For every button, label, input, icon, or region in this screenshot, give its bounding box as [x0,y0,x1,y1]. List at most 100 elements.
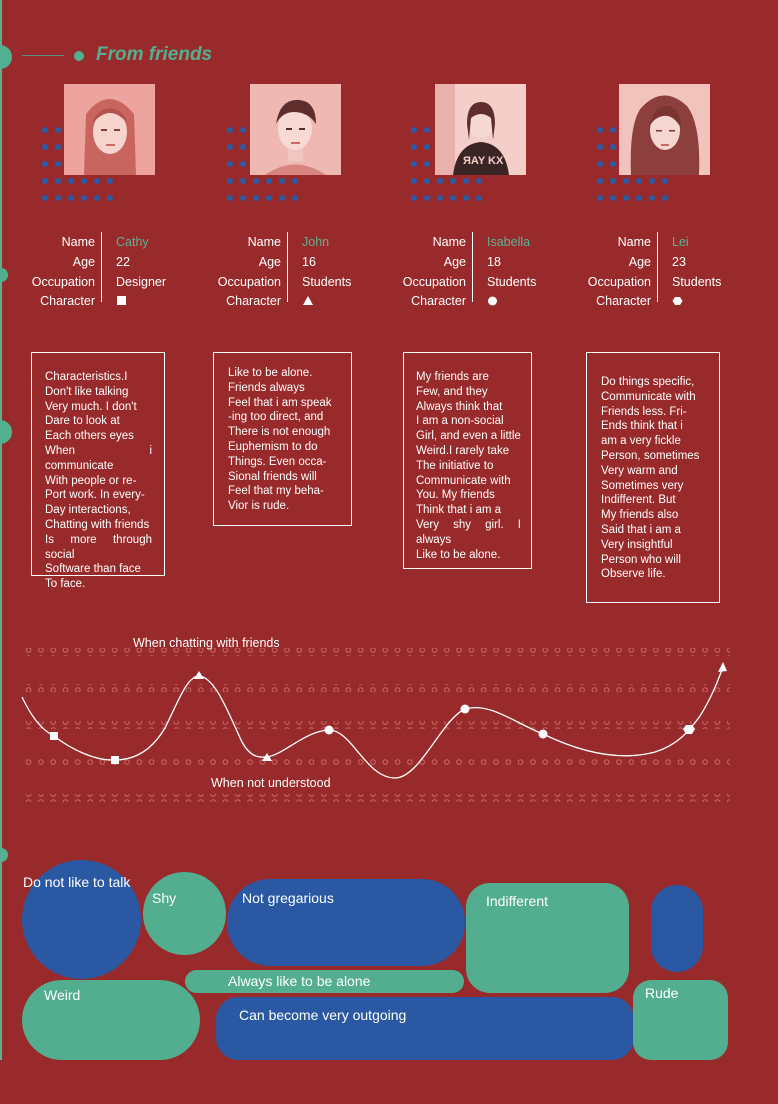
left-accent-line [0,0,2,1060]
trait-can-become-outgoing: Can become very outgoing [216,997,634,1060]
hexagon-marker [683,725,695,734]
description-line: Dare to look at [45,415,120,428]
friend-photo-john [250,84,341,175]
trait-label: Always like to be alone [228,973,371,989]
dot-grid [411,127,482,201]
friend-occupation: Designer [116,275,167,289]
svg-text:ЯAY KX: ЯAY KX [463,155,504,167]
description-line: The initiative to [416,459,494,472]
trait-shy: Shy [143,872,226,955]
trait-rude: Rude [633,980,728,1060]
dotted-guide [20,721,730,729]
description-line: Indifferent. But [601,494,676,507]
dotted-guide [20,648,730,656]
description-line: Day interactions, [45,504,131,517]
label-character: Character [596,294,651,308]
label-name: Name [61,235,95,249]
description-line: Like to be alone. [228,367,313,379]
description-line: Person who will [601,553,681,566]
description-line: Is more through social [45,533,152,561]
character-hexagon-icon [672,291,684,317]
description-line: Observe life. [601,568,666,581]
description-line: Said that i am a [601,523,681,536]
description-line: Things. Even occa- [228,455,327,468]
trait-label: Can become very outgoing [239,1007,407,1023]
description-line: There is not enough [228,426,331,439]
trait-label: Shy [152,890,177,906]
trait-always-alone: Always like to be alone [185,970,464,993]
label-occupation: Occupation [587,275,651,289]
description-line: Do things specific, [601,376,695,388]
description-line: Sometimes very [601,479,684,492]
friend-occupation: Students [672,275,722,289]
friend-occupation: Students [487,275,537,289]
description-line: am a very fickle [601,435,681,448]
chart-label-top: When chatting with friends [133,636,280,650]
profile-divider [657,232,658,302]
square-marker [50,732,58,740]
friend-photo-isabella: ЯAY KX [435,84,526,175]
friend-age: 23 [672,255,686,269]
trait-do-not-like-to-talk [22,860,141,979]
section-title: From friends [96,44,213,65]
description-box-cathy: Characteristics.I Don't like talking Ver… [31,352,165,590]
triangle-marker [262,753,272,761]
label-age: Age [258,255,281,269]
arrow-head-icon [718,662,727,672]
description-line: My friends also [601,509,679,522]
description-line: Very shy girl. I always [416,518,521,546]
description-line: Don't like talking [45,385,129,398]
character-triangle-icon [302,291,316,317]
label-occupation: Occupation [217,275,281,289]
trait-label: Not gregarious [242,890,334,906]
description-line: Communicate with [416,474,511,487]
character-square-icon [116,291,128,317]
description-line: Friends less. Fri- [601,405,687,418]
label-character: Character [411,294,466,308]
friend-occupation: Students [302,275,352,289]
trait-label-do-not-like-to-talk: Do not like to talk [23,874,131,890]
profile-divider [101,232,102,302]
trait-label: Weird [44,987,81,1003]
description-line: Few, and they [416,385,488,398]
trait-blank-blob [651,885,703,972]
profile-divider [472,232,473,302]
profile-cathy: Name Age Occupation Character Cathy 22 D… [15,232,190,312]
friend-name: Isabella [487,235,531,249]
description-line: To face. [45,578,86,591]
description-line: Vior is rude. [228,500,290,513]
description-line: Very warm and [601,464,678,477]
description-line: Very insightful [601,538,673,551]
description-line: Communicate with [601,390,696,403]
description-line: Sional friends will [228,470,317,483]
profile-john: Name Age Occupation Character John 16 St… [201,232,376,312]
friend-age: 18 [487,255,501,269]
left-accent-dot [0,420,12,444]
character-circle-icon [487,291,499,317]
description-line: Characteristics.I [45,371,128,383]
friend-name: Lei [672,235,689,249]
friend-age: 22 [116,255,130,269]
trait-indifferent: Indifferent [466,883,629,993]
label-name: Name [432,235,466,249]
description-line: Weird.I rarely take [416,444,510,457]
label-occupation: Occupation [402,275,466,289]
trait-weird: Weird [22,980,200,1060]
label-occupation: Occupation [31,275,95,289]
description-line: Very much. I don't [45,400,137,413]
triangle-marker [194,671,204,679]
label-name: Name [617,235,651,249]
description-line: I am a non-social [416,415,504,428]
friend-age: 16 [302,255,316,269]
profile-divider [287,232,288,302]
circle-marker [538,729,548,739]
header-dot [74,51,84,61]
description-line: Euphemism to do [228,440,318,453]
dot-grid [42,127,113,201]
description-line: Person, sometimes [601,449,700,462]
profile-lei: Name Age Occupation Character Lei 23 Stu… [571,232,746,312]
label-age: Age [72,255,95,269]
description-line: Friends always [228,381,305,394]
friend-photo-cathy [64,84,155,175]
description-line: With people or re- [45,474,137,487]
